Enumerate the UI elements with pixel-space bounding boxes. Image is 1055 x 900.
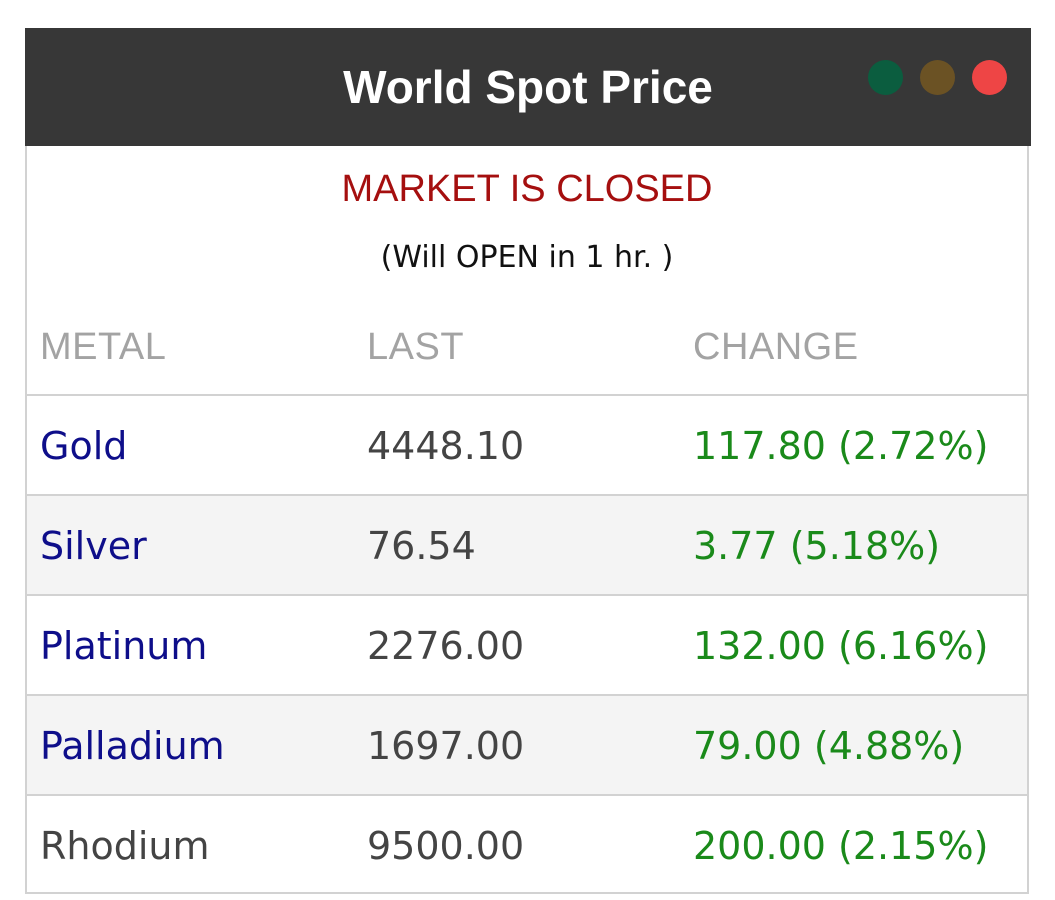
table-row: Palladium 1697.00 79.00 (4.88%) (27, 696, 1027, 796)
widget-title: World Spot Price (343, 61, 713, 113)
price-change: 79.00 (4.88%) (693, 724, 965, 768)
table-row: Gold 4448.10 117.80 (2.72%) (27, 396, 1027, 496)
metal-link[interactable]: Palladium (40, 724, 225, 768)
price-table: METAL LAST CHANGE Gold 4448.10 117.80 (2… (27, 298, 1027, 896)
table-row: Platinum 2276.00 132.00 (6.16%) (27, 596, 1027, 696)
market-open-countdown: (Will OPEN in 1 hr. ) (380, 240, 674, 275)
metal-link[interactable]: Platinum (40, 624, 208, 668)
last-price: 9500.00 (367, 824, 525, 868)
red-dot-icon[interactable] (972, 60, 1007, 95)
metal-name: Rhodium (40, 824, 210, 868)
window-controls (868, 60, 1007, 95)
price-change: 117.80 (2.72%) (693, 424, 989, 468)
table-header: METAL LAST CHANGE (27, 298, 1027, 396)
column-header-last: LAST (367, 326, 465, 368)
olive-dot-icon[interactable] (920, 60, 955, 95)
last-price: 2276.00 (367, 624, 525, 668)
metal-link[interactable]: Gold (40, 424, 128, 468)
column-header-change: CHANGE (693, 326, 859, 368)
last-price: 4448.10 (367, 424, 525, 468)
table-row: Silver 76.54 3.77 (5.18%) (27, 496, 1027, 596)
column-header-metal: METAL (40, 326, 167, 368)
market-status: MARKET IS CLOSED (341, 168, 713, 210)
table-row: Rhodium 9500.00 200.00 (2.15%) (27, 796, 1027, 896)
green-dot-icon[interactable] (868, 60, 903, 95)
spot-price-widget: World Spot Price MARKET IS CLOSED (Will … (25, 28, 1031, 896)
price-change: 200.00 (2.15%) (693, 824, 989, 868)
metal-link[interactable]: Silver (40, 524, 147, 568)
title-bar: World Spot Price (25, 28, 1031, 146)
last-price: 76.54 (367, 524, 476, 568)
last-price: 1697.00 (367, 724, 525, 768)
price-change: 132.00 (6.16%) (693, 624, 989, 668)
price-change: 3.77 (5.18%) (693, 524, 941, 568)
